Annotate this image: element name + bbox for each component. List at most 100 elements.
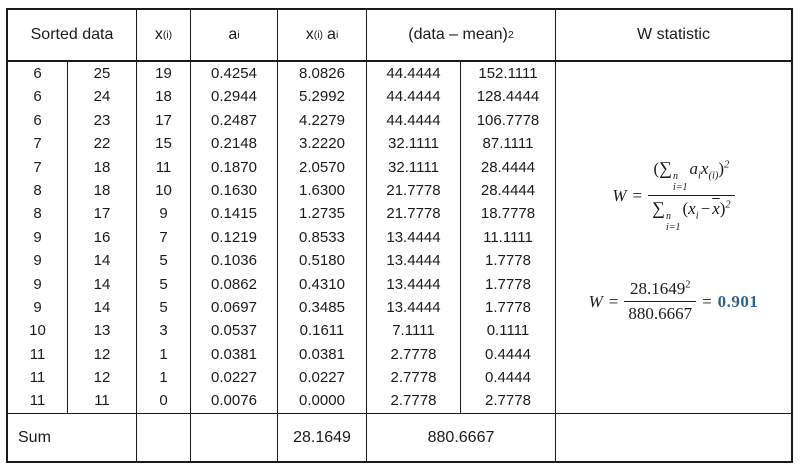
table-cell: 12 (93, 369, 111, 387)
table-cell: 5.2992 (299, 88, 345, 106)
column-sorted-data-1: 6 6 6 7 7 8 8 9 9 9 9 10 11 11 11 (8, 62, 68, 413)
table-cell: 6 (33, 111, 42, 129)
table-cell: 0.1870 (211, 158, 257, 176)
table-cell: 0.0697 (211, 298, 257, 316)
table-cell: 15 (155, 135, 172, 153)
table-cell: 23 (93, 111, 111, 129)
table-cell: 7 (33, 135, 42, 153)
table-cell: 22 (93, 135, 111, 153)
table-cell: 13 (93, 322, 111, 340)
table-cell: 44.4444 (386, 111, 441, 129)
table-cell: 1.7778 (485, 275, 531, 293)
table-cell: 11 (94, 392, 110, 410)
table-cell: 18 (155, 88, 172, 106)
table-cell: 0.1111 (486, 322, 530, 340)
table-cell: 0.5180 (299, 252, 345, 270)
sum-empty-a-i (191, 414, 278, 461)
fraction: 28.16492 880.6667 (624, 279, 697, 324)
table-cell: 0.0000 (299, 392, 345, 410)
table-cell: 1.7778 (485, 298, 531, 316)
table-cell: 0.0227 (299, 369, 345, 387)
table-cell: 0.0381 (299, 345, 345, 363)
table-cell: 9 (33, 252, 42, 270)
table-cell: 19 (155, 65, 172, 82)
column-dm-squared-2: 152.1111 128.4444 106.7778 87.1111 28.4444 28… (461, 62, 556, 413)
table-cell: 32.1111 (388, 158, 439, 176)
table-cell: 18 (93, 181, 111, 199)
table-cell: 0.0227 (211, 369, 257, 387)
table-cell: 2.7778 (485, 392, 531, 410)
table-cell: 1.2735 (299, 205, 345, 223)
table-cell: 8 (33, 181, 42, 199)
table-cell: 17 (155, 111, 172, 129)
table-cell: 0.4444 (485, 345, 531, 363)
table-cell: 87.1111 (482, 135, 534, 153)
table-cell: 10 (155, 181, 172, 199)
table-cell: 0.4310 (299, 275, 345, 293)
table-cell: 12 (93, 345, 111, 363)
table-cell: 0.0862 (211, 275, 257, 293)
table-cell: 9 (33, 275, 42, 293)
table-cell: 106.7778 (476, 111, 540, 129)
column-x-i: 19 18 17 15 11 10 9 7 5 5 5 3 1 1 0 (137, 62, 191, 413)
table-cell: 8 (33, 205, 42, 223)
table-cell: 1.6300 (299, 181, 345, 199)
table-cell: 3 (159, 322, 168, 340)
table-cell: 0.0537 (211, 322, 257, 340)
table-cell: 152.1111 (478, 65, 538, 82)
table-cell: 0.0381 (211, 345, 257, 363)
column-x-i-a-i: 8.0826 5.2992 4.2279 3.2220 2.0570 1.6300 1.27… (278, 62, 367, 413)
header-x-i: x (i) (137, 10, 191, 60)
table-cell: 21.7778 (386, 205, 441, 223)
header-x-i-a-i: x (i) a i (278, 10, 367, 60)
table-cell: 0.1630 (211, 181, 257, 199)
table-cell: 5 (159, 275, 168, 293)
table-cell: 13.4444 (386, 252, 441, 270)
table-cell: 0 (159, 392, 168, 410)
table-cell: 1 (159, 345, 168, 363)
table-cell: 9 (33, 228, 42, 246)
table-cell: 11 (155, 158, 172, 176)
table-cell: 0.2944 (211, 88, 257, 106)
sigma-symbol: ∑ (652, 198, 665, 218)
table-cell: 2.0570 (299, 158, 345, 176)
table-cell: 2.7778 (390, 345, 437, 363)
table-cell: 0.2148 (211, 135, 257, 153)
table-cell: 10 (29, 322, 46, 340)
table-cell: 7 (159, 228, 168, 246)
w-result-value: 0.901 (717, 291, 759, 311)
header-label: Sorted data (30, 26, 114, 43)
w-formula-calculation: W = 28.16492 880.6667 = 0.901 (588, 279, 759, 324)
table-cell: 2.7778 (390, 369, 437, 387)
x-bar: x (712, 199, 720, 218)
table-cell: 6 (33, 88, 42, 106)
w-formula-definition: W = (∑ n i=1 aix(i))2 ∑ n i=1 (xi − x)2 (612, 158, 735, 233)
table-cell: 4.2279 (299, 111, 345, 129)
sum-empty-w (556, 414, 791, 461)
table-cell: 32.1111 (388, 135, 439, 153)
table-cell: 28.4444 (480, 181, 536, 199)
table-cell: 1 (159, 369, 168, 387)
column-a-i: 0.4254 0.2944 0.2487 0.2148 0.1870 0.1630 0.14… (191, 62, 278, 413)
table-cell: 11.1111 (483, 228, 533, 246)
table-cell: 11 (29, 345, 46, 363)
table-cell: 0.1036 (211, 252, 257, 270)
sum-x-a-total: 28.1649 (278, 414, 367, 461)
header-data-minus-mean-squared: (data – mean) 2 (367, 10, 556, 60)
table-cell: 21.7778 (386, 181, 441, 199)
table-cell: 11 (29, 392, 46, 410)
header-sorted-data: Sorted data (8, 10, 137, 60)
table-cell: 7 (33, 158, 42, 176)
table-cell: 0.4444 (485, 369, 531, 387)
table-cell: 14 (93, 252, 111, 270)
table-cell: 0.3485 (299, 298, 345, 316)
table-cell: 5 (159, 252, 168, 270)
column-dm-squared-1: 44.4444 44.4444 44.4444 32.1111 32.1111 21.77… (367, 62, 461, 413)
table-cell: 128.4444 (476, 88, 540, 106)
fraction: (∑ n i=1 aix(i))2 ∑ n i=1 (xi − x)2 (648, 158, 735, 233)
sum-empty-x-i (137, 414, 191, 461)
table-cell: 3.2220 (299, 135, 345, 153)
